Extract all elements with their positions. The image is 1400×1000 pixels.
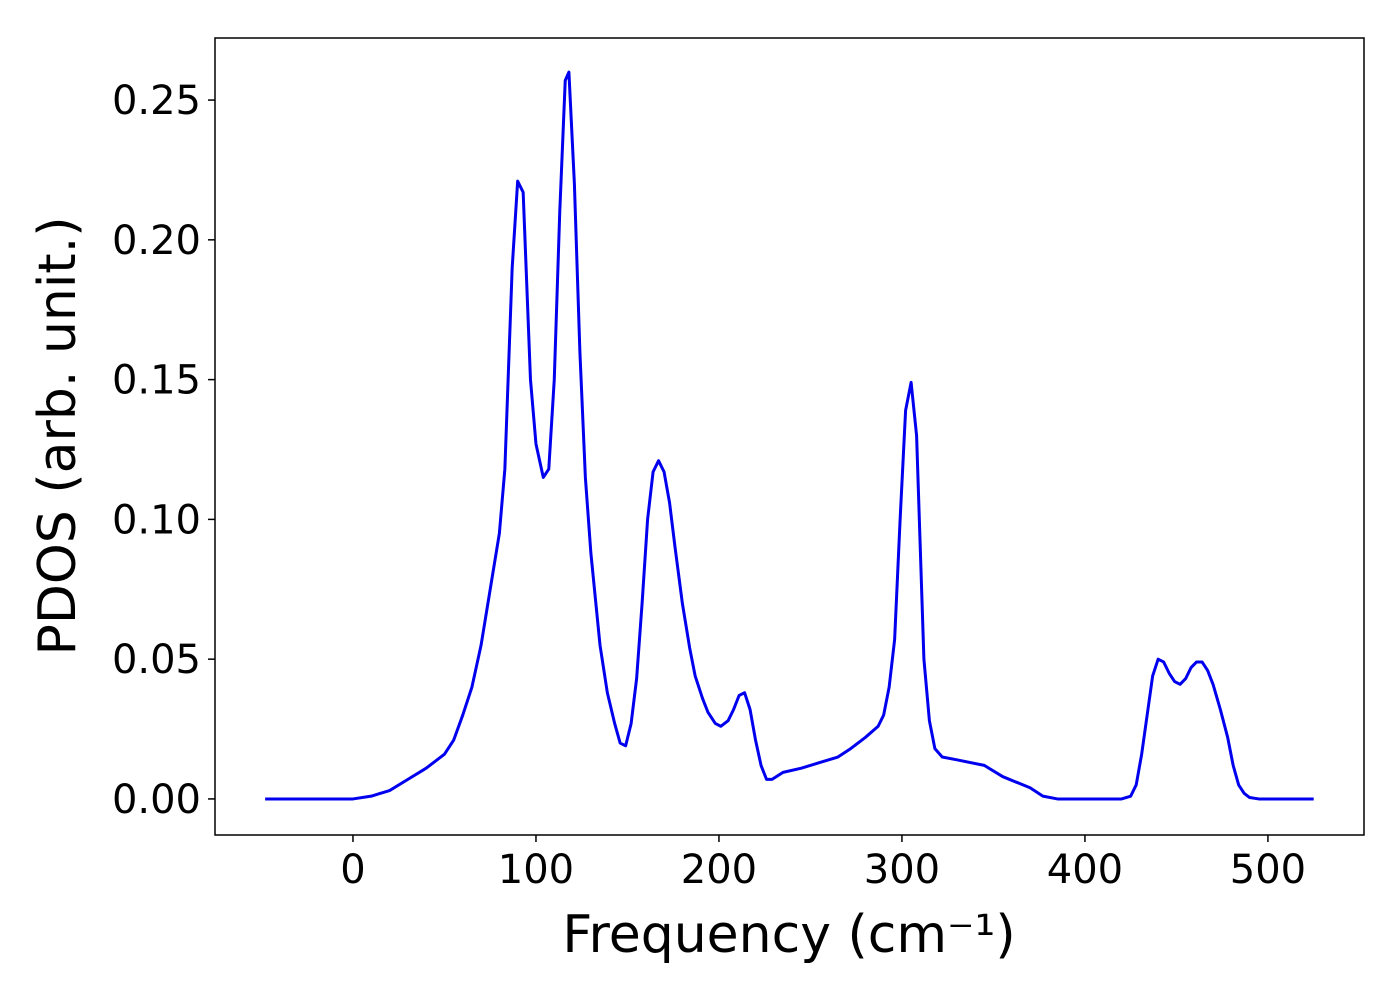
y-tick-label: 0.05 <box>112 637 201 683</box>
x-tick-label: 200 <box>681 847 757 893</box>
y-tick-label: 0.25 <box>112 78 201 124</box>
x-axis-label: Frequency (cm⁻¹) <box>562 905 1015 965</box>
y-tick-label: 0.15 <box>112 358 201 404</box>
plot-frame <box>214 37 1365 836</box>
y-tick-label: 0.10 <box>112 497 201 543</box>
x-tick-label: 500 <box>1230 847 1306 893</box>
x-tick-label: 100 <box>498 847 574 893</box>
y-tick-label: 0.20 <box>112 218 201 264</box>
y-axis-label: PDOS (arb. unit.) <box>28 216 88 655</box>
x-tick-label: 0 <box>340 847 365 893</box>
y-tick-label: 0.00 <box>112 777 201 823</box>
data-line <box>265 70 1314 801</box>
x-tick-label: 300 <box>864 847 940 893</box>
x-tick-label: 400 <box>1047 847 1123 893</box>
